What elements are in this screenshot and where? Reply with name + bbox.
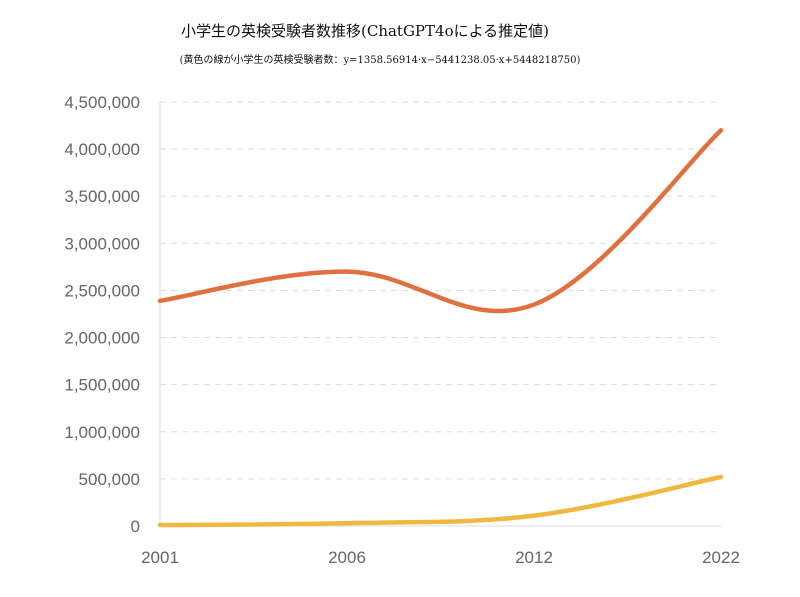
y-tick-label: 1,500,000: [64, 376, 140, 395]
series-line-1: [157, 474, 724, 528]
y-tick-label: 1,000,000: [64, 423, 140, 442]
y-tick-label: 500,000: [79, 470, 140, 489]
x-tick-label: 2001: [141, 548, 179, 567]
x-tick-label: 2022: [702, 548, 740, 567]
series-line-0: [157, 128, 724, 314]
y-tick-label: 2,500,000: [64, 281, 140, 300]
chart-subtitle: (黄色の線が小学生の英検受験者数：y=1358.56914·x−5441238.…: [179, 55, 581, 66]
y-tick-label: 2,000,000: [64, 329, 140, 348]
y-tick-label: 3,000,000: [64, 234, 140, 253]
x-tick-label: 2006: [328, 548, 366, 567]
y-tick-label: 3,500,000: [64, 187, 140, 206]
y-tick-label: 0: [131, 517, 140, 536]
chart-title: 小学生の英検受験者数推移(ChatGPT4oによる推定値): [180, 22, 550, 40]
y-tick-label: 4,000,000: [64, 140, 140, 159]
y-tick-label: 4,500,000: [64, 93, 140, 112]
x-tick-label: 2012: [515, 548, 553, 567]
